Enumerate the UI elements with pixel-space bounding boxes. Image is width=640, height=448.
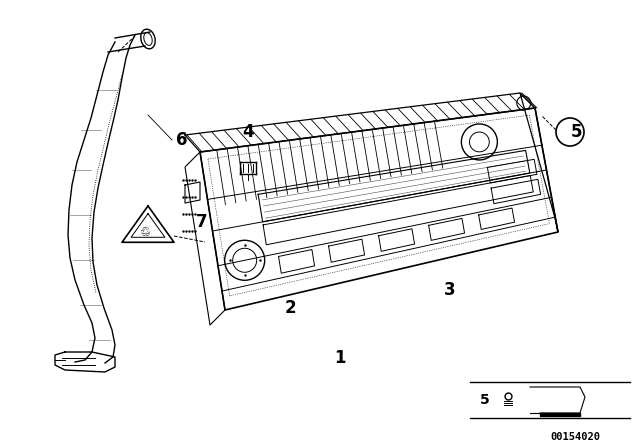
Text: 3: 3 — [444, 281, 456, 299]
Text: 4: 4 — [242, 123, 254, 141]
Text: 7: 7 — [196, 213, 208, 231]
Text: 00154020: 00154020 — [550, 432, 600, 442]
Text: 5: 5 — [480, 393, 490, 407]
Text: 1: 1 — [334, 349, 346, 367]
Text: 2: 2 — [284, 299, 296, 317]
Circle shape — [516, 96, 531, 110]
Circle shape — [556, 118, 584, 146]
Text: ♲: ♲ — [140, 225, 152, 238]
Text: 5: 5 — [572, 123, 583, 141]
Text: 6: 6 — [176, 131, 188, 149]
